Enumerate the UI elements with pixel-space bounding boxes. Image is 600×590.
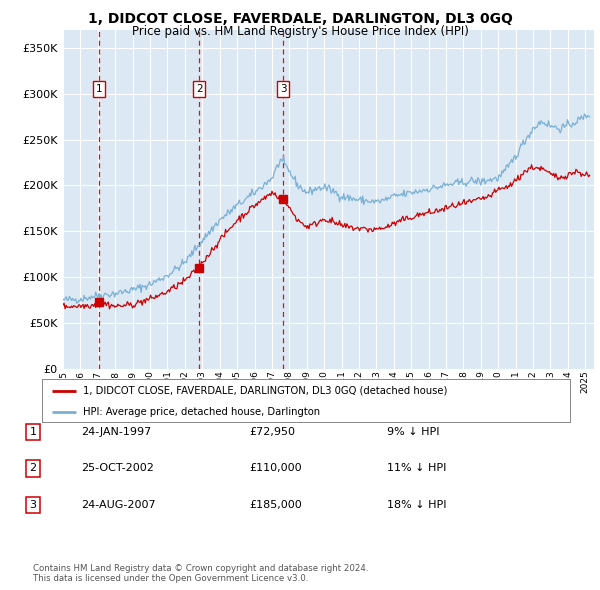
Text: 25-OCT-2002: 25-OCT-2002 [81, 464, 154, 473]
Text: £72,950: £72,950 [249, 427, 295, 437]
Text: 1, DIDCOT CLOSE, FAVERDALE, DARLINGTON, DL3 0GQ (detached house): 1, DIDCOT CLOSE, FAVERDALE, DARLINGTON, … [83, 386, 448, 396]
Text: HPI: Average price, detached house, Darlington: HPI: Average price, detached house, Darl… [83, 407, 320, 417]
Text: Price paid vs. HM Land Registry's House Price Index (HPI): Price paid vs. HM Land Registry's House … [131, 25, 469, 38]
Text: 2: 2 [29, 464, 37, 473]
Text: £110,000: £110,000 [249, 464, 302, 473]
Text: 24-JAN-1997: 24-JAN-1997 [81, 427, 151, 437]
Text: 11% ↓ HPI: 11% ↓ HPI [387, 464, 446, 473]
Text: 1: 1 [29, 427, 37, 437]
Text: 9% ↓ HPI: 9% ↓ HPI [387, 427, 439, 437]
Text: 24-AUG-2007: 24-AUG-2007 [81, 500, 155, 510]
Text: £185,000: £185,000 [249, 500, 302, 510]
Text: Contains HM Land Registry data © Crown copyright and database right 2024.
This d: Contains HM Land Registry data © Crown c… [33, 563, 368, 583]
Text: 2: 2 [196, 84, 202, 94]
Text: 3: 3 [280, 84, 287, 94]
Text: 1, DIDCOT CLOSE, FAVERDALE, DARLINGTON, DL3 0GQ: 1, DIDCOT CLOSE, FAVERDALE, DARLINGTON, … [88, 12, 512, 26]
Text: 1: 1 [96, 84, 103, 94]
Text: 3: 3 [29, 500, 37, 510]
Text: 18% ↓ HPI: 18% ↓ HPI [387, 500, 446, 510]
